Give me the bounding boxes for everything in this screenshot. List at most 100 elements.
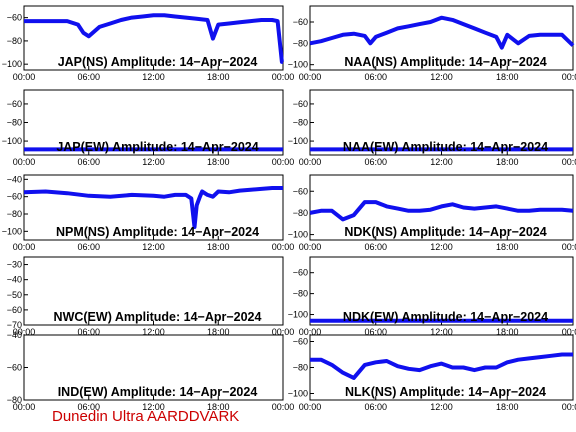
panel-8-xtick-label: 00:00 <box>299 327 322 337</box>
panel-5-ytick-label: −40 <box>7 174 22 184</box>
panel-10-title: NLK(NS) Amplitude: 14−Apr−2024 <box>345 385 546 399</box>
panel-2-series-1 <box>309 15 575 50</box>
panel-10-xtick-label: 00:00 <box>562 402 576 412</box>
panel-1-xtick-label: 00:00 <box>272 72 295 82</box>
panel-5-xtick-label: 12:00 <box>142 242 165 252</box>
panel-7-xtick-label: 12:00 <box>142 327 165 337</box>
panel-2-xtick-label: 00:00 <box>299 72 322 82</box>
panel-10-xtick-label: 18:00 <box>496 402 519 412</box>
panel-10-xtick-label: 00:00 <box>299 402 322 412</box>
panel-7-xtick-label: 18:00 <box>207 327 230 337</box>
panel-3-xtick-label: 18:00 <box>207 157 230 167</box>
panel-3-xtick-label: 00:00 <box>13 157 36 167</box>
panel-7-xtick-label: 00:00 <box>13 327 36 337</box>
panel-1-ytick-label: −60 <box>7 13 22 23</box>
panel-3-ytick-label: −100 <box>2 136 22 146</box>
panel-10-xtick-label: 06:00 <box>364 402 387 412</box>
panel-8-title: NDK(EW) Amplitude: 14−Apr−2024 <box>343 310 548 324</box>
panel-6-xtick-label: 06:00 <box>364 242 387 252</box>
panel-1-xtick-label: 12:00 <box>142 72 165 82</box>
panel-6-ytick-label: −80 <box>293 208 308 218</box>
panel-6-xtick-label: 18:00 <box>496 242 519 252</box>
panel-7-ytick-label: −50 <box>7 290 22 300</box>
panel-1-ytick-label: −100 <box>2 59 22 69</box>
panel-5-ytick-label: −80 <box>7 209 22 219</box>
panel-2-xtick-label: 12:00 <box>430 72 453 82</box>
panel-7-title: NWC(EW) Amplitude: 14−Apr−2024 <box>54 310 262 324</box>
panel-1-series-1 <box>24 13 284 64</box>
panel-5-series-1 <box>23 186 283 229</box>
panel-2-xtick-label: 06:00 <box>364 72 387 82</box>
panel-10-ytick-label: −100 <box>288 389 308 399</box>
panel-7-ytick-label: −30 <box>7 260 22 270</box>
panel-5-xtick-label: 00:00 <box>272 242 295 252</box>
panel-8-xtick-label: 00:00 <box>562 327 576 337</box>
panel-9-ytick-label: −80 <box>7 395 22 405</box>
panel-2-ytick-label: −100 <box>288 60 308 70</box>
panel-2-xtick-label: 18:00 <box>496 72 519 82</box>
panel-6-xtick-label: 12:00 <box>430 242 453 252</box>
panel-4-xtick-label: 12:00 <box>430 157 453 167</box>
panel-8-xtick-label: 18:00 <box>496 327 519 337</box>
panel-4-ytick-label: −80 <box>293 118 308 128</box>
panel-5-ytick-label: −60 <box>7 192 22 202</box>
panel-2-title: NAA(NS) Amplitude: 14−Apr−2024 <box>344 55 546 69</box>
panel-1-xtick-label: 18:00 <box>207 72 230 82</box>
panel-9-xtick-label: 00:00 <box>13 402 36 412</box>
panel-9-ytick-label: −60 <box>7 363 22 373</box>
panel-1-title: JAP(NS) Amplitude: 14−Apr−2024 <box>58 55 258 69</box>
panel-9-xtick-label: 12:00 <box>142 402 165 412</box>
panel-6-title: NDK(NS) Amplitude: 14−Apr−2024 <box>344 225 546 239</box>
panel-6-xtick-label: 00:00 <box>299 242 322 252</box>
panel-4-xtick-label: 00:00 <box>562 157 576 167</box>
panel-4-ytick-label: −60 <box>293 99 308 109</box>
panel-9-title: IND(EW) Amplitude: 14−Apr−2024 <box>58 385 258 399</box>
panel-5-xtick-label: 18:00 <box>207 242 230 252</box>
panel-8-xtick-label: 06:00 <box>364 327 387 337</box>
panel-7-xtick-label: 06:00 <box>77 327 100 337</box>
panel-10-ytick-label: −60 <box>293 337 308 347</box>
panel-10-xtick-label: 12:00 <box>430 402 453 412</box>
panel-4-xtick-label: 18:00 <box>496 157 519 167</box>
panel-2-xtick-label: 00:00 <box>562 72 576 82</box>
panel-7-ytick-label: −40 <box>7 275 22 285</box>
panel-7-xtick-label: 00:00 <box>272 327 295 337</box>
panel-5-ytick-label: −100 <box>2 226 22 236</box>
panel-6-xtick-label: 00:00 <box>562 242 576 252</box>
panel-9-xtick-label: 06:00 <box>77 402 100 412</box>
panel-7-ytick-label: −70 <box>7 320 22 330</box>
panel-3-xtick-label: 00:00 <box>272 157 295 167</box>
panel-10-series-1 <box>310 352 573 380</box>
panel-3-ytick-label: −80 <box>7 118 22 128</box>
panel-8-ytick-label: −60 <box>293 268 308 278</box>
panel-8-ytick-label: −100 <box>288 310 308 320</box>
footer-caption: Dunedin Ultra AARDDVARK <box>52 408 240 425</box>
panel-5-title: NPM(NS) Amplitude: 14−Apr−2024 <box>56 225 259 239</box>
panel-3-xtick-label: 06:00 <box>77 157 100 167</box>
panel-4-xtick-label: 06:00 <box>364 157 387 167</box>
panel-6-series-1 <box>309 200 574 222</box>
panel-9-xtick-label: 00:00 <box>272 402 295 412</box>
panel-4-ytick-label: −100 <box>288 136 308 146</box>
panel-5-xtick-label: 06:00 <box>77 242 100 252</box>
panel-5-xtick-label: 00:00 <box>13 242 36 252</box>
panel-3-ytick-label: −60 <box>7 99 22 109</box>
panel-4-title: NAA(EW) Amplitude: 14−Apr−2024 <box>343 140 548 154</box>
panel-7-ytick-label: −60 <box>7 305 22 315</box>
panel-6-ytick-label: −60 <box>293 186 308 196</box>
panel-2-ytick-label: −60 <box>293 17 308 27</box>
panel-9-ytick-label: −40 <box>7 330 22 340</box>
panel-1-xtick-label: 06:00 <box>77 72 100 82</box>
panel-2-ytick-label: −80 <box>293 38 308 48</box>
panel-3-xtick-label: 12:00 <box>142 157 165 167</box>
panel-4-xtick-label: 00:00 <box>299 157 322 167</box>
panel-6-ytick-label: −100 <box>288 230 308 240</box>
panel-9-xtick-label: 18:00 <box>207 402 230 412</box>
panel-8-xtick-label: 12:00 <box>430 327 453 337</box>
panel-1-ytick-label: −80 <box>7 36 22 46</box>
panel-8-ytick-label: −80 <box>293 289 308 299</box>
panel-3-title: JAP(EW) Amplitude: 14−Apr−2024 <box>56 140 258 154</box>
panel-1-xtick-label: 00:00 <box>13 72 36 82</box>
panel-10-ytick-label: −80 <box>293 363 308 373</box>
